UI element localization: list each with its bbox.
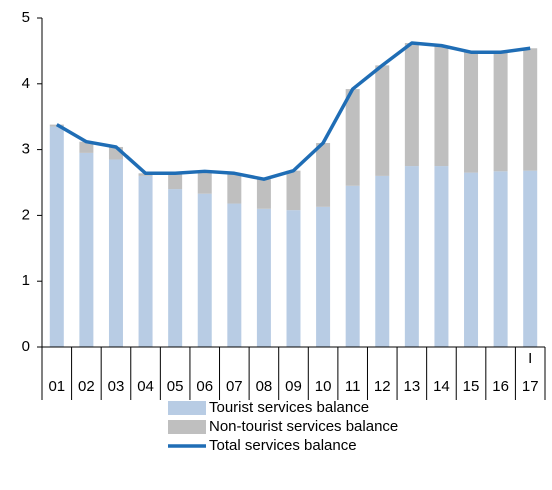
x-tick-label: 08: [256, 378, 273, 395]
bar-segment: [345, 185, 360, 347]
bar-segment: [493, 52, 508, 172]
bar-segment: [227, 203, 242, 347]
x-tick-label: 09: [285, 378, 302, 395]
bar-segment: [79, 152, 94, 347]
bar-segment: [434, 45, 449, 167]
period-label: I: [528, 350, 532, 367]
bar-segment: [168, 189, 183, 347]
bar-segment: [316, 143, 331, 207]
y-tick-label: 5: [22, 9, 30, 26]
bar-segment: [286, 170, 301, 211]
total-line: [55, 41, 531, 181]
legend-swatch: [168, 401, 206, 415]
bar-segment: [227, 173, 242, 204]
x-tick-label: 02: [78, 378, 95, 395]
bar-segment: [404, 166, 419, 347]
bar-segment: [493, 171, 508, 347]
bar-segment: [256, 179, 271, 209]
legend-label: Non-tourist services balance: [209, 418, 398, 435]
x-tick-label: 07: [226, 378, 243, 395]
x-tick-label: 06: [196, 378, 213, 395]
bar-segment: [375, 175, 390, 347]
legend-swatch: [168, 420, 206, 434]
bar-segment: [197, 193, 212, 347]
bar-segment: [464, 172, 479, 347]
x-tick-label: 10: [315, 378, 332, 395]
x-tick-label: 13: [404, 378, 421, 395]
bar-segment: [79, 141, 94, 153]
bar-segment: [108, 159, 123, 347]
bar-segment: [523, 170, 538, 347]
bar-segment: [345, 89, 360, 186]
x-tick-label: 12: [374, 378, 391, 395]
bar-segment: [523, 48, 538, 171]
x-tick-label: 17: [522, 378, 539, 395]
x-tick-label: 05: [167, 378, 184, 395]
x-tick-label: 04: [137, 378, 154, 395]
legend-label: Tourist services balance: [209, 399, 369, 416]
y-tick-label: 0: [22, 338, 30, 355]
y-tick-label: 4: [22, 75, 30, 92]
x-tick-label: 14: [433, 378, 450, 395]
legend-label: Total services balance: [209, 437, 357, 454]
bar-segment: [434, 166, 449, 347]
bar-segment: [375, 65, 390, 176]
bar-segment: [49, 126, 64, 347]
bar-segment: [168, 173, 183, 190]
x-tick-label: 15: [463, 378, 480, 395]
bar-segment: [197, 171, 212, 194]
bar-segment: [316, 206, 331, 347]
y-tick-label: 2: [22, 206, 30, 223]
bar-segment: [286, 210, 301, 347]
y-tick-label: 3: [22, 141, 30, 158]
x-tick-label: 03: [108, 378, 125, 395]
x-tick-label: 01: [48, 378, 65, 395]
bar-segment: [464, 52, 479, 173]
x-tick-label: 11: [345, 378, 361, 395]
y-tick-label: 1: [22, 272, 30, 289]
x-tick-label: 16: [492, 378, 509, 395]
bar-segment: [256, 208, 271, 347]
bar-segment: [138, 175, 153, 347]
bar-segment: [404, 43, 419, 167]
